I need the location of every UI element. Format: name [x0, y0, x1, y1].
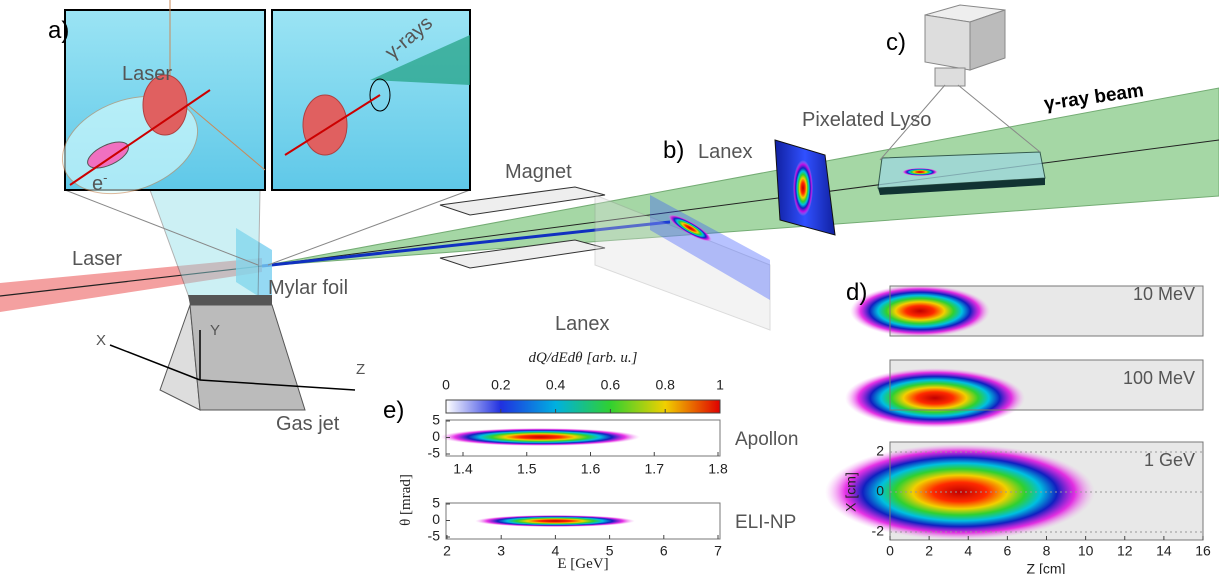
y-tick-label: 0 [432, 428, 440, 444]
y-tick-label: -5 [428, 445, 441, 461]
y-tick-label: 0 [432, 511, 440, 527]
plot-name: ELI-NP [735, 512, 796, 533]
x-tick-label: 3 [497, 543, 505, 559]
label: Laser [72, 248, 122, 270]
x-tick-label: 2 [925, 543, 933, 559]
y-axis-label: θ [mrad] [398, 474, 414, 526]
plot-name: Apollon [735, 429, 798, 450]
x-tick-label: 7 [714, 543, 722, 559]
x-tick-label: 16 [1195, 543, 1211, 559]
label: Pixelated Lyso [802, 109, 931, 131]
x-tick-label: 1.8 [708, 461, 728, 477]
axis-letter: X [96, 332, 106, 349]
figure: 10 MeV 100 MeV 1 GeV Z [cm] X [cm] dQ/dE… [0, 0, 1219, 574]
x-tick-label: 4 [964, 543, 972, 559]
label: - [103, 170, 107, 185]
panel-label: e) [383, 397, 404, 424]
y-tick-label: 5 [432, 412, 440, 428]
x-tick-label: 6 [660, 543, 668, 559]
x-tick-label: 14 [1156, 543, 1172, 559]
x-tick-label: 1.5 [517, 461, 537, 477]
y-axis-label: X [cm] [843, 472, 859, 512]
x-tick-label: 8 [1043, 543, 1051, 559]
x-tick-label: 10 [1078, 543, 1094, 559]
x-tick-label: 0 [442, 377, 450, 393]
x-tick-label: 1.7 [645, 461, 665, 477]
y-tick-label: -5 [428, 528, 441, 544]
x-tick-label: 12 [1117, 543, 1133, 559]
panel-label: b) [663, 137, 684, 164]
colorbar [446, 400, 720, 413]
colorbar-label: dQ/dEdθ [arb. u.] [528, 350, 637, 366]
x-axis-label: Z [cm] [1027, 561, 1066, 574]
x-tick-label: 1.6 [581, 461, 601, 477]
y-tick-label: 0 [876, 483, 884, 499]
panel-label: d) [846, 279, 867, 306]
x-tick-label: 1.4 [453, 461, 473, 477]
x-tick-label: 2 [443, 543, 451, 559]
panel-label: c) [886, 29, 906, 56]
y-tick-label: -2 [872, 523, 885, 539]
x-tick-label: 5 [606, 543, 614, 559]
label: Lanex [698, 141, 753, 163]
panel-label: a) [48, 17, 69, 44]
label: Magnet [505, 161, 572, 183]
axis-letter: Y [210, 322, 220, 339]
label: e [92, 173, 103, 195]
x-tick-label: 4 [552, 543, 560, 559]
x-tick-label: 0.4 [546, 377, 566, 393]
y-tick-label: 5 [432, 495, 440, 511]
schematic [0, 0, 1219, 410]
x-tick-label: 0.2 [491, 377, 511, 393]
y-tick-label: 2 [876, 443, 884, 459]
x-axis-label: E [GeV] [557, 556, 608, 572]
energy-label: 1 GeV [1144, 450, 1195, 470]
x-tick-label: 0.6 [601, 377, 621, 393]
label: Mylar foil [268, 277, 348, 299]
energy-label: 100 MeV [1123, 368, 1195, 388]
label: Lanex [555, 313, 610, 335]
x-tick-label: 1 [716, 377, 724, 393]
axis-letter: Z [356, 361, 365, 378]
label: Laser [122, 63, 172, 85]
label: Gas jet [276, 413, 340, 435]
x-tick-label: 0.8 [655, 377, 675, 393]
x-tick-label: 6 [1003, 543, 1011, 559]
energy-label: 10 MeV [1133, 284, 1195, 304]
x-tick-label: 0 [886, 543, 894, 559]
